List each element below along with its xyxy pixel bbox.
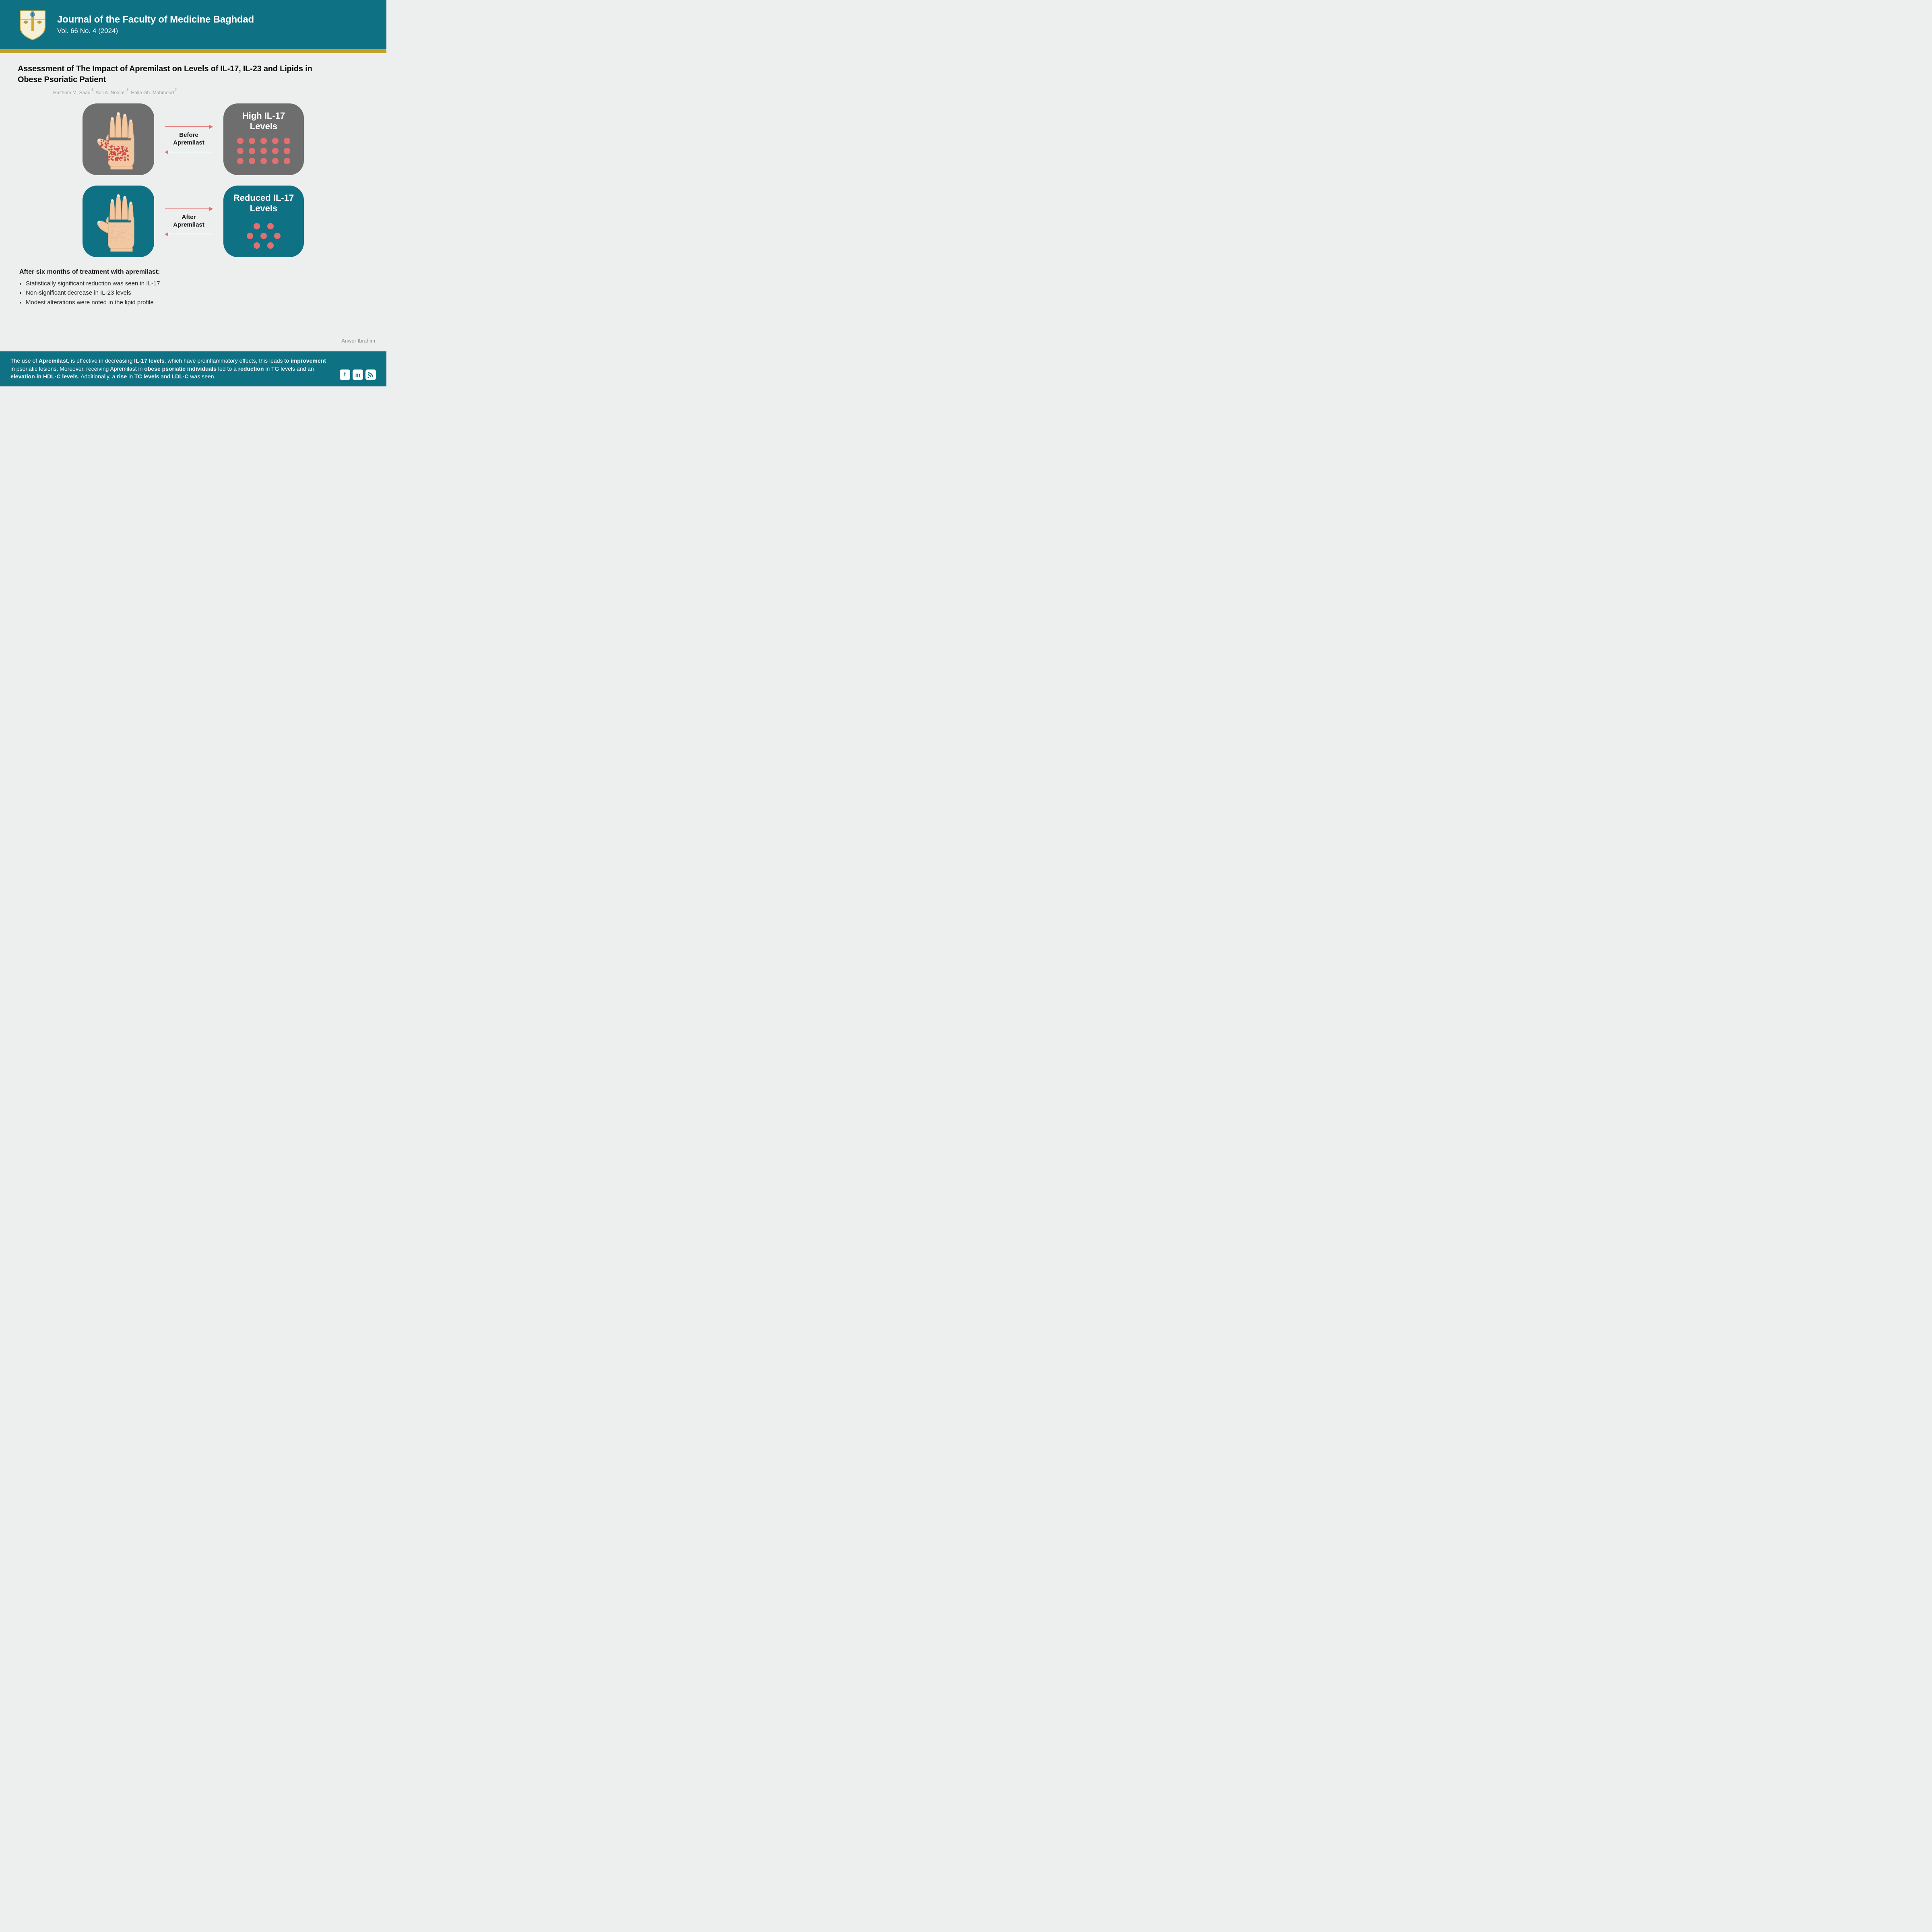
journal-title: Journal of the Faculty of Medicine Baghd… <box>57 14 254 25</box>
before-level-card: High IL-17Levels <box>223 103 304 175</box>
il17-dot-icon <box>237 148 244 154</box>
journal-header: Journal of the Faculty of Medicine Baghd… <box>0 0 386 49</box>
journal-volume: Vol. 66 No. 4 (2024) <box>57 27 254 35</box>
il17-dot-icon <box>267 223 274 229</box>
after-level-title: Reduced IL-17Levels <box>233 193 294 214</box>
high-dots-grid <box>237 138 290 164</box>
article-authors: Haitham M. Saad 1, Adil A. Noaimi 2, Hal… <box>53 89 369 95</box>
il17-dot-icon <box>284 138 290 144</box>
journal-logo-icon <box>19 8 46 41</box>
main-content: Assessment of The Impact of Apremilast o… <box>0 53 386 307</box>
il17-dot-icon <box>284 158 290 164</box>
arrow-left-icon <box>165 152 213 153</box>
il17-dot-icon <box>249 148 255 154</box>
after-arrows: AfterApremilast <box>154 208 223 235</box>
il17-dot-icon <box>272 138 279 144</box>
il17-dot-icon <box>272 148 279 154</box>
after-row: AfterApremilast Reduced IL-17Levels <box>83 186 304 257</box>
after-level-card: Reduced IL-17Levels <box>223 186 304 257</box>
arrow-right-icon <box>165 126 213 127</box>
credit-text: Anwer Ibrahim <box>341 338 375 344</box>
il17-dot-icon <box>267 242 274 249</box>
il17-dot-icon <box>274 233 281 239</box>
after-label: AfterApremilast <box>173 214 204 229</box>
findings-section: After six months of treatment with aprem… <box>18 268 369 307</box>
facebook-icon[interactable]: f <box>340 369 350 380</box>
footer-summary-text: The use of Apremilast, is effective in d… <box>10 357 328 381</box>
findings-item: Statistically significant reduction was … <box>26 279 369 288</box>
il17-dot-icon <box>237 138 244 144</box>
before-label: BeforeApremilast <box>173 132 204 147</box>
before-hand-card <box>83 103 154 175</box>
il17-dot-icon <box>249 158 255 164</box>
findings-item: Modest alterations were noted in the lip… <box>26 298 369 307</box>
il17-dot-icon <box>272 158 279 164</box>
arrow-left-icon <box>165 234 213 235</box>
rss-icon[interactable] <box>365 369 376 380</box>
after-hand-card <box>83 186 154 257</box>
gold-divider <box>0 49 386 53</box>
il17-dot-icon <box>260 158 267 164</box>
il17-dot-icon <box>237 158 244 164</box>
findings-heading: After six months of treatment with aprem… <box>19 268 369 276</box>
il17-dot-icon <box>260 148 267 154</box>
before-row: BeforeApremilast High IL-17Levels <box>83 103 304 175</box>
before-level-title: High IL-17Levels <box>242 111 285 132</box>
il17-dot-icon <box>254 223 260 229</box>
il17-dot-icon <box>254 242 260 249</box>
clear-hand-icon <box>92 191 144 252</box>
il17-dot-icon <box>249 138 255 144</box>
before-arrows: BeforeApremilast <box>154 126 223 153</box>
il17-dot-icon <box>260 233 267 239</box>
infographic: BeforeApremilast High IL-17Levels <box>18 103 369 257</box>
il17-dot-icon <box>284 148 290 154</box>
article-title: Assessment of The Impact of Apremilast o… <box>18 64 316 85</box>
social-icons: f in <box>340 369 376 380</box>
findings-list: Statistically significant reduction was … <box>19 279 369 307</box>
summary-footer: The use of Apremilast, is effective in d… <box>0 351 386 386</box>
il17-dot-icon <box>260 138 267 144</box>
il17-dot-icon <box>247 233 253 239</box>
psoriatic-hand-icon <box>92 109 144 169</box>
low-dots-grid <box>247 223 281 249</box>
findings-item: Non-significant decrease in IL-23 levels <box>26 288 369 297</box>
arrow-right-icon <box>165 208 213 209</box>
linkedin-icon[interactable]: in <box>353 369 363 380</box>
